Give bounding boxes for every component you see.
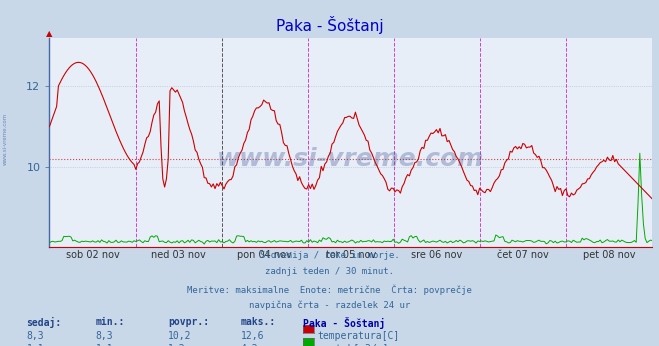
Text: Meritve: maksimalne  Enote: metrične  Črta: povprečje: Meritve: maksimalne Enote: metrične Črta… bbox=[187, 284, 472, 294]
Text: sedaj:: sedaj: bbox=[26, 317, 61, 328]
Text: www.si-vreme.com: www.si-vreme.com bbox=[3, 112, 8, 165]
Text: Paka - Šoštanj: Paka - Šoštanj bbox=[303, 317, 386, 329]
Text: pretok[m3/s]: pretok[m3/s] bbox=[318, 344, 388, 346]
Text: 1,1: 1,1 bbox=[26, 344, 44, 346]
Text: 1,1: 1,1 bbox=[96, 344, 113, 346]
Text: www.si-vreme.com: www.si-vreme.com bbox=[217, 147, 484, 172]
Text: 12,6: 12,6 bbox=[241, 331, 264, 341]
Text: maks.:: maks.: bbox=[241, 317, 275, 327]
Text: Paka - Šoštanj: Paka - Šoštanj bbox=[275, 16, 384, 34]
Text: 8,3: 8,3 bbox=[96, 331, 113, 341]
Text: 1,2: 1,2 bbox=[168, 344, 186, 346]
Text: zadnji teden / 30 minut.: zadnji teden / 30 minut. bbox=[265, 267, 394, 276]
Text: 4,2: 4,2 bbox=[241, 344, 258, 346]
Text: povpr.:: povpr.: bbox=[168, 317, 209, 327]
Text: navpična črta - razdelek 24 ur: navpična črta - razdelek 24 ur bbox=[249, 301, 410, 310]
Text: min.:: min.: bbox=[96, 317, 125, 327]
Text: Slovenija / reke in morje.: Slovenija / reke in morje. bbox=[260, 251, 399, 260]
Text: temperatura[C]: temperatura[C] bbox=[318, 331, 400, 341]
Text: 8,3: 8,3 bbox=[26, 331, 44, 341]
Text: ▲: ▲ bbox=[46, 29, 53, 38]
Text: 10,2: 10,2 bbox=[168, 331, 192, 341]
